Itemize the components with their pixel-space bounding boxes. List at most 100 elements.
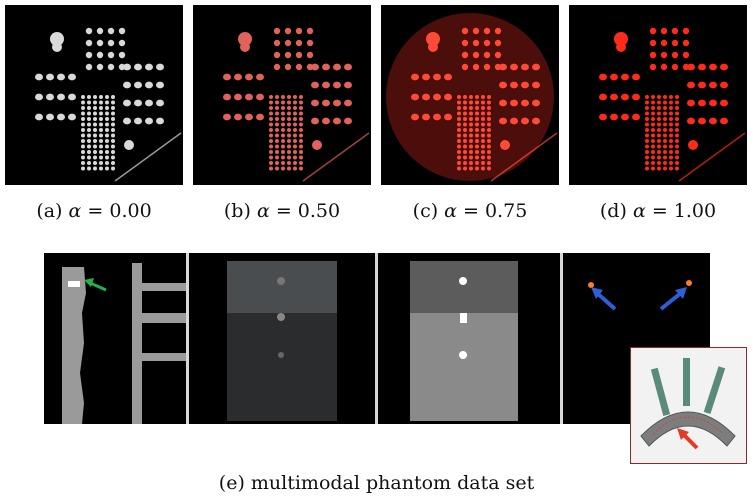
phantom-marker [269,133,273,138]
phantom-marker [87,150,91,154]
phantom-marker [469,117,473,121]
phantom-marker [660,63,668,71]
phantom-marker [651,166,655,171]
phantom-marker [81,111,85,116]
phantom-marker [105,111,109,116]
phantom-marker [675,111,679,116]
phantom-marker [469,106,473,110]
phantom-marker [344,63,352,71]
phantom-marker [494,51,502,59]
phantom-marker [475,139,479,143]
phantom-marker [463,155,467,160]
phantom-marker [475,111,479,116]
phantom-marker [675,150,679,154]
phantom-marker [487,122,491,127]
phantom-marker [322,63,330,71]
phantom-marker [457,95,461,99]
phantom-marker [422,113,430,121]
phantom-marker [688,140,698,150]
phantom-marker [156,63,164,71]
phantom-marker [93,155,97,160]
phantom-marker [487,117,491,121]
phantom-marker [275,133,279,138]
phantom-marker [322,117,330,125]
phantom-marker [269,122,273,127]
render-panel-c [381,5,559,185]
phantom-marker [256,113,264,121]
phantom-marker [433,113,441,121]
phantom-marker [269,111,273,116]
phantom-marker [532,117,540,125]
phantom-marker [281,100,285,105]
phantom-marker [50,32,64,46]
phantom-marker [475,150,479,154]
phantom-marker [293,117,297,121]
phantom-render-c [386,13,558,182]
phantom-marker [299,100,303,105]
phantom-marker [299,161,303,165]
phantom-marker [93,117,97,121]
phantom-marker [481,144,485,149]
phantom-marker [333,99,341,107]
phantom-marker [709,99,717,107]
phantom-marker [709,117,717,125]
phantom-marker [469,133,473,138]
phantom-marker [687,117,695,125]
phantom-marker [663,150,667,154]
phantom-marker [118,27,126,35]
phantom-marker [105,95,109,99]
phantom-marker [93,150,97,154]
phantom-marker [682,27,690,35]
phantom-marker [322,99,330,107]
phantom-marker [311,81,319,89]
phantom-marker [481,155,485,160]
phantom-marker [87,95,91,99]
phantom-marker [156,99,164,107]
phantom-marker [99,100,103,105]
phantom-marker [687,63,695,71]
phantom-marker [295,51,303,59]
phantom-marker [487,100,491,105]
phantom-marker [35,113,43,121]
phantom-marker [85,51,93,59]
phantom-marker [645,122,649,127]
phantom-marker [145,117,153,125]
phantom-marker [475,128,479,132]
phantom-marker [657,128,661,132]
phantom-marker [475,106,479,110]
phantom-marker [675,144,679,149]
phantom-marker [299,106,303,110]
phantom-marker [433,93,441,101]
phantom-marker [81,139,85,143]
phantom-marker [99,155,103,160]
strip-divider-1 [186,253,189,424]
phantom-marker [93,144,97,149]
phantom-marker [532,99,540,107]
phantom-marker [463,117,467,121]
phantom-marker [675,128,679,132]
phantom-marker [487,111,491,116]
phantom-marker [651,133,655,138]
phantom-marker [333,117,341,125]
phantom-marker [299,166,303,171]
phantom-marker [275,161,279,165]
phantom-marker [284,27,292,35]
phantom-marker [105,106,109,110]
phantom-marker [457,139,461,143]
phantom-marker [269,117,273,121]
phantom-marker [599,113,607,121]
phantom-marker [99,111,103,116]
phantom-marker [156,81,164,89]
phantom-marker [245,93,253,101]
phantom-marker [105,161,109,165]
phantom-marker [645,139,649,143]
phantom-marker [657,161,661,165]
phantom-marker [275,150,279,154]
phantom-marker [463,128,467,132]
phantom-marker [284,39,292,47]
phantom-marker [281,155,285,160]
phantom-marker [469,139,473,143]
phantom-marker [475,100,479,105]
phantom-marker [107,27,115,35]
phantom-marker [461,27,469,35]
